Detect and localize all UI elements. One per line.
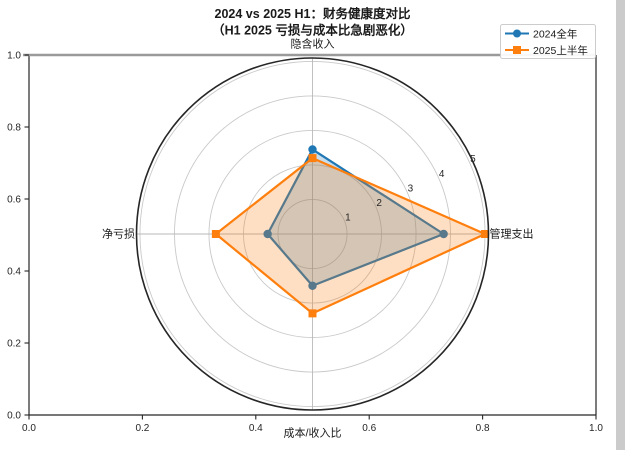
y-tick-label: 0.4	[7, 267, 21, 278]
axis-label-admin-expense: 管理支出	[490, 227, 534, 241]
data-point-circle-2024全年	[308, 281, 317, 290]
data-point-square-2025上半年	[481, 230, 490, 238]
y-tick-label: 0.0	[7, 411, 21, 422]
data-point-circle-2024全年	[439, 229, 448, 239]
axis-label-implied-revenue: 隐含收入	[291, 37, 335, 51]
data-point-square-2025上半年	[308, 309, 317, 318]
legend-item-2024: 2024全年	[505, 28, 577, 41]
data-point-square-2025上半年	[308, 154, 317, 163]
x-tick-label: 0.4	[249, 423, 263, 434]
radial-tick-label: 3	[408, 183, 414, 194]
radial-tick-label: 5	[470, 154, 476, 165]
legend-square-marker-icon	[513, 46, 521, 54]
x-tick-label: 0.8	[476, 423, 490, 434]
x-tick-label: 0.6	[362, 423, 376, 434]
legend-label-2025: 2025上半年	[533, 44, 588, 57]
window-scrollbar[interactable]	[616, 0, 625, 450]
radar-chart: 1 2 3 4 5	[135, 57, 490, 411]
category-labels: 隐含收入 管理支出 成本/收入比 净亏损	[102, 37, 534, 440]
x-tick-label: 1.0	[589, 423, 603, 434]
radial-tick-label: 2	[376, 198, 382, 209]
axis-label-net-loss: 净亏损	[102, 227, 135, 241]
y-tick-label: 0.6	[7, 195, 21, 206]
axis-label-cost-income-ratio: 成本/收入比	[283, 426, 341, 440]
data-point-circle-2024全年	[263, 229, 272, 239]
x-tick-label: 0.2	[135, 423, 149, 434]
chart-subtitle: （H1 2025 亏损与成本比急剧恶化）	[212, 23, 413, 38]
y-tick-label: 0.8	[7, 123, 21, 134]
legend-circle-marker-icon	[513, 29, 521, 38]
chart-title: 2024 vs 2025 H1：财务健康度对比	[215, 6, 411, 21]
radial-tick-label: 1	[345, 213, 351, 224]
radar-outer-circle	[135, 57, 490, 411]
legend-item-2025: 2025上半年	[505, 44, 588, 57]
y-tick-label: 1.0	[7, 51, 21, 62]
x-tick-label: 0.0	[22, 423, 36, 434]
y-tick-label: 0.2	[7, 339, 21, 350]
legend: 2024全年 2025上半年	[500, 24, 596, 59]
radial-tick-label: 4	[439, 169, 445, 180]
data-point-square-2025上半年	[211, 230, 220, 238]
series-polygon-2025上半年	[214, 156, 487, 315]
data-point-circle-2024全年	[308, 145, 317, 154]
legend-label-2024: 2024全年	[533, 28, 577, 41]
